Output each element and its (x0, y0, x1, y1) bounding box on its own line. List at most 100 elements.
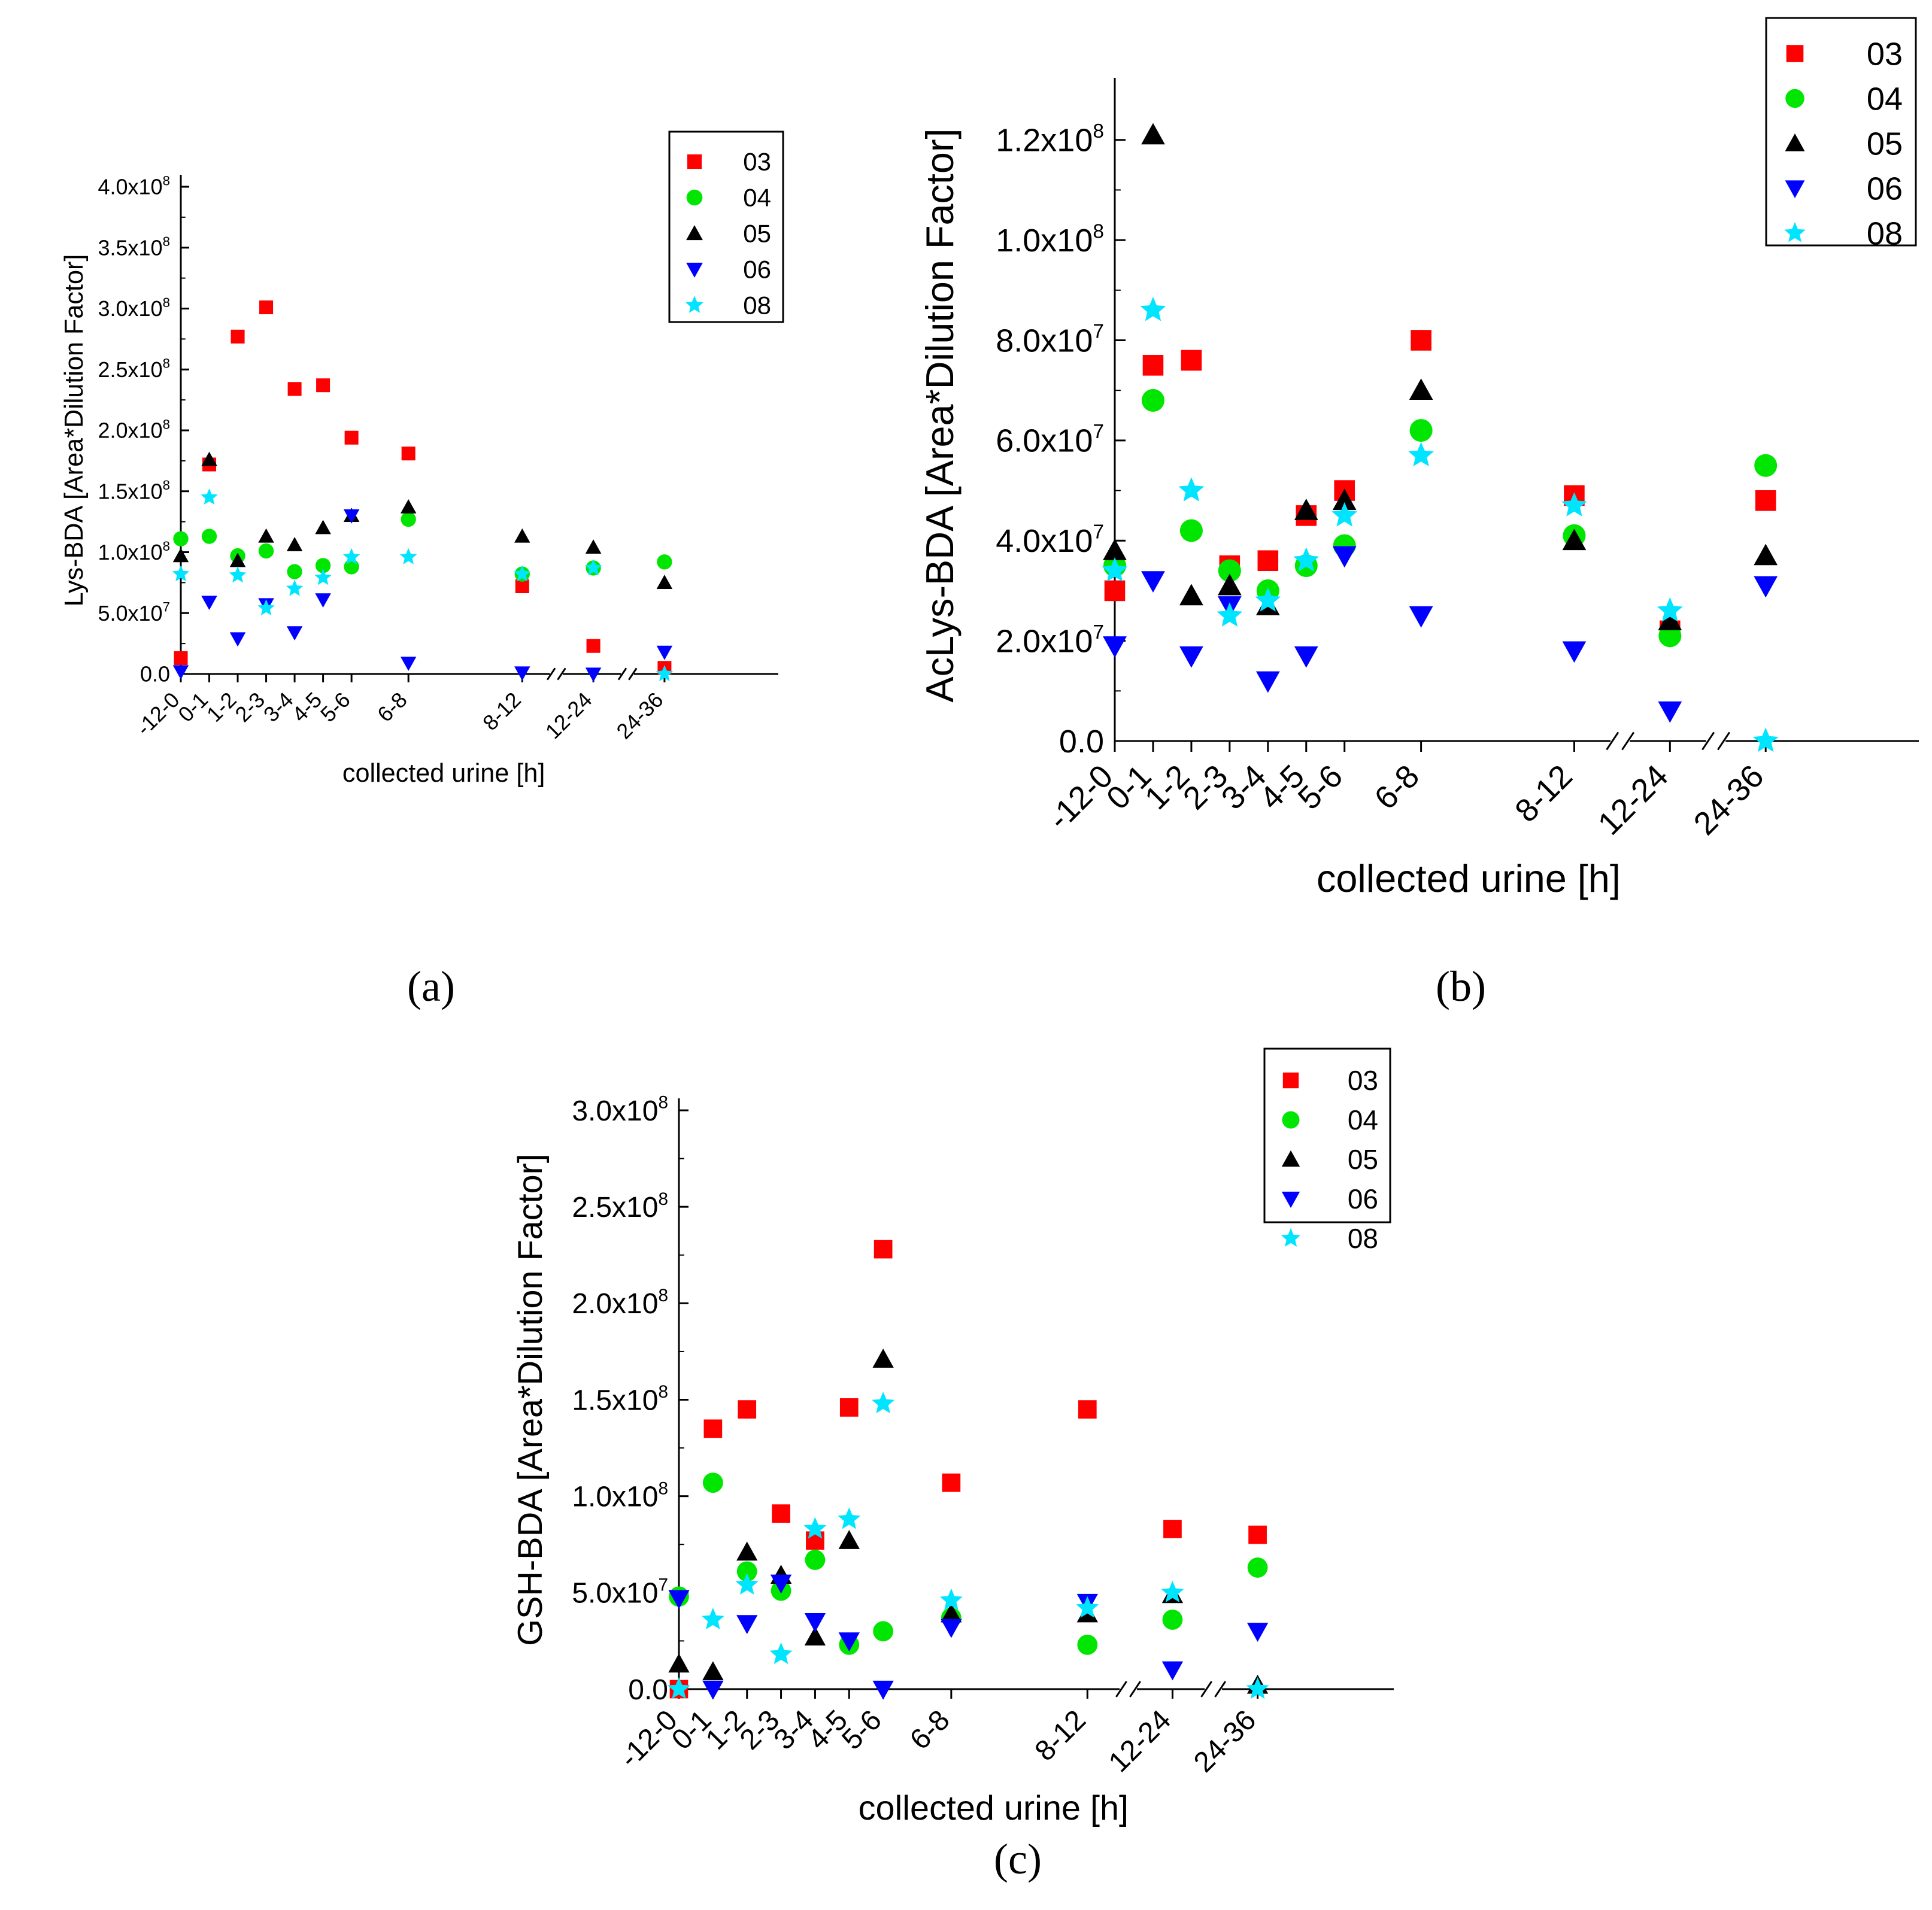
axis-break-mark (1606, 731, 1619, 751)
data-point-series-08 (286, 579, 304, 596)
data-point-series-06 (838, 1632, 860, 1652)
data-point-series-08 (769, 1642, 793, 1665)
panel-label-b: (b) (1436, 962, 1486, 1010)
legend-marker-03 (1786, 45, 1804, 62)
data-point-series-08 (1140, 296, 1166, 321)
data-point-series-06 (804, 1613, 826, 1632)
y-tick-label: 1.0x108 (572, 1478, 668, 1513)
data-point-series-08 (1293, 547, 1320, 572)
axis-break-gap (1610, 737, 1630, 745)
data-point-series-08 (257, 599, 275, 616)
axis-break-mark (1200, 1681, 1213, 1698)
legend-marker-06 (1785, 180, 1805, 198)
y-tick-label: 5.0x107 (98, 600, 170, 625)
data-point-series-03 (1411, 330, 1431, 351)
data-point-series-06 (201, 596, 217, 611)
data-point-series-03 (1104, 580, 1126, 602)
legend-label-05: 05 (743, 220, 771, 248)
data-point-series-08 (1161, 1580, 1184, 1602)
data-point-series-03 (344, 430, 359, 445)
x-axis-title: collected urine [h] (1317, 857, 1621, 900)
data-point-series-06 (872, 1680, 894, 1700)
data-point-series-05 (736, 1541, 758, 1561)
axis-break-gap (1205, 1686, 1223, 1693)
data-point-series-03 (1257, 550, 1279, 571)
legend-marker-04 (686, 189, 703, 206)
axis-break-mark (557, 667, 566, 681)
data-point-series-04 (1218, 559, 1241, 582)
axis-break-gap (1120, 1686, 1137, 1693)
data-point-series-03 (839, 1398, 859, 1417)
data-point-series-05 (1562, 529, 1587, 551)
y-tick-label: 1.5x108 (98, 478, 170, 503)
data-point-series-08 (1217, 602, 1243, 627)
data-point-series-08 (1255, 587, 1281, 612)
x-axis-title: collected urine [h] (342, 759, 545, 788)
legend-marker-05 (1785, 133, 1805, 151)
panel-label-a: (a) (407, 962, 455, 1010)
data-point-series-06 (1255, 671, 1280, 693)
y-tick-label: 0.0 (1059, 724, 1104, 760)
data-point-series-06 (1103, 636, 1127, 658)
y-tick-label: 8.0x107 (996, 321, 1104, 359)
axis-break-mark (546, 667, 556, 681)
data-point-series-08 (399, 548, 417, 564)
data-point-series-05 (258, 528, 274, 543)
y-tick-label: 0.0 (628, 1674, 668, 1706)
data-point-series-03 (515, 579, 529, 593)
data-point-series-04 (201, 529, 217, 544)
legend-marker-04 (1785, 89, 1804, 108)
data-point-series-08 (342, 548, 360, 564)
data-point-series-05 (838, 1530, 860, 1549)
data-point-series-06 (1658, 701, 1682, 723)
data-point-series-06 (400, 657, 417, 671)
data-point-series-06 (1179, 646, 1203, 668)
data-point-series-06 (736, 1615, 758, 1635)
legend-label-04: 04 (743, 184, 771, 212)
axis-break-mark (1717, 731, 1730, 751)
data-point-series-08 (1332, 502, 1358, 527)
data-point-series-04 (702, 1472, 723, 1493)
data-point-series-03 (1248, 1525, 1267, 1544)
data-point-series-04 (315, 558, 331, 573)
legend-marker-08 (686, 296, 703, 313)
panel-label-c: (c) (994, 1835, 1042, 1883)
data-point-series-08 (872, 1392, 895, 1414)
data-point-series-04 (1141, 388, 1164, 412)
data-point-series-05 (804, 1626, 826, 1646)
data-point-series-08 (1246, 1677, 1269, 1699)
data-point-series-03 (942, 1473, 961, 1492)
data-point-series-05 (229, 552, 246, 567)
legend-marker-08 (1281, 1228, 1301, 1247)
y-tick-label: 2.0x108 (98, 417, 170, 442)
legend-marker-06 (686, 262, 703, 278)
data-point-series-04 (805, 1550, 826, 1570)
data-point-series-08 (1408, 442, 1434, 467)
data-point-series-03 (1078, 1400, 1097, 1419)
data-point-series-08 (838, 1507, 861, 1529)
data-point-series-08 (1561, 492, 1587, 517)
panel-c: 0.0 5.0x107 1.0x108 1.5x108 2.0x108 2.5x108 3.… (511, 1047, 1394, 1827)
data-point-series-08 (656, 665, 674, 682)
data-point-series-06 (1294, 646, 1318, 668)
data-point-series-05 (315, 520, 331, 535)
data-point-series-08 (803, 1517, 827, 1539)
legend-marker-03 (687, 154, 702, 169)
data-point-series-08 (1102, 557, 1128, 582)
data-point-series-05 (941, 1603, 962, 1623)
data-point-series-08 (1178, 477, 1205, 502)
legend-label-06: 06 (743, 256, 771, 284)
x-axis-title: collected urine [h] (859, 1789, 1129, 1827)
data-point-series-06 (1246, 1623, 1269, 1642)
legend-label-06: 06 (1348, 1183, 1378, 1214)
data-point-series-04 (344, 559, 359, 575)
legend-marker-06 (1281, 1191, 1300, 1208)
data-point-series-05 (585, 539, 602, 554)
legend-label-04: 04 (1867, 81, 1903, 117)
axis-break-mark (1115, 1681, 1127, 1698)
axis-break-mark (1129, 1681, 1141, 1698)
legend-label-08: 08 (1348, 1223, 1378, 1254)
data-point-series-06 (1332, 546, 1357, 568)
legend-marker-04 (1282, 1111, 1300, 1129)
